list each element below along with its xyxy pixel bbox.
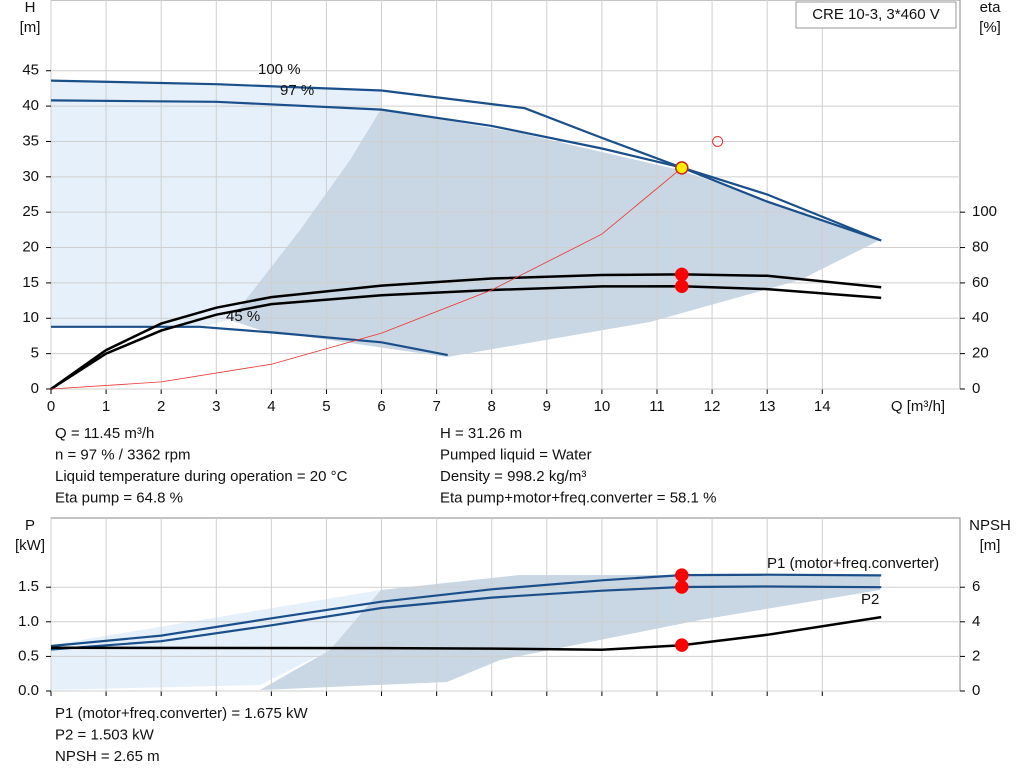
- info-text: Eta pump = 64.8 %: [55, 489, 183, 506]
- operating-point: [675, 279, 689, 294]
- curve-label: 100 %: [258, 61, 301, 78]
- x-tick-label: 9: [543, 398, 551, 415]
- x-tick-label: 7: [432, 398, 440, 415]
- curve-label: P1 (motor+freq.converter): [767, 555, 939, 572]
- curve-label: P2: [861, 591, 879, 608]
- curve: [51, 325, 448, 357]
- title: CRE 10-3, 3*460 V: [812, 6, 940, 23]
- curve-label: 97 %: [280, 82, 314, 99]
- y-tick-label: 1.5: [18, 578, 39, 595]
- y2-tick-label: 60: [972, 274, 989, 291]
- x-tick-label: 3: [212, 398, 220, 415]
- x-tick-label: 2: [157, 398, 165, 415]
- x-tick-label: 11: [649, 398, 665, 415]
- y-tick-label: 20: [22, 239, 39, 256]
- operating-point: [712, 135, 724, 147]
- y-tick-label: 45: [22, 62, 39, 79]
- operating-point: [675, 580, 689, 594]
- curve: [50, 99, 882, 242]
- info-text: Pumped liquid = Water: [440, 446, 592, 463]
- curve: [50, 615, 882, 652]
- curve: [50, 573, 882, 648]
- y-axis-label: [kW]: [15, 537, 45, 554]
- info-text: Liquid temperature during operation = 20…: [55, 468, 348, 485]
- curve: [50, 167, 683, 390]
- info-text: P2 = 1.503 kW: [55, 726, 155, 743]
- title-box: [795, 1, 957, 29]
- x-tick-label: 0: [47, 398, 55, 415]
- info-text: Density = 998.2 kg/m³: [440, 468, 586, 485]
- operating-point: [675, 161, 689, 175]
- y-tick-label: 10: [22, 309, 39, 326]
- x-tick-label: 12: [704, 398, 721, 415]
- y-tick-label: 30: [22, 168, 39, 185]
- curve: [50, 585, 882, 651]
- curve: [50, 79, 882, 242]
- info-text: Eta pump+motor+freq.converter = 58.1 %: [440, 489, 716, 506]
- info-text: H = 31.26 m: [440, 425, 522, 442]
- y2-tick-label: 40: [972, 309, 989, 326]
- y2-tick-label: 6: [972, 578, 980, 595]
- y2-tick-label: 20: [972, 345, 989, 362]
- info-text: n = 97 % / 3362 rpm: [55, 446, 191, 463]
- x-tick-label: 4: [267, 398, 275, 415]
- y-tick-label: 5: [31, 345, 39, 362]
- y-tick-label: 35: [22, 132, 39, 149]
- x-tick-label: 1: [102, 398, 110, 415]
- y2-axis-label: [m]: [980, 537, 1001, 554]
- curve: [50, 285, 882, 391]
- info-text: NPSH = 2.65 m: [55, 748, 160, 765]
- x-tick-label: 13: [759, 398, 776, 415]
- y-tick-label: 25: [22, 203, 39, 220]
- y2-tick-label: 4: [972, 613, 980, 630]
- y2-axis-label: [%]: [979, 19, 1001, 36]
- operating-point: [675, 638, 689, 652]
- y2-tick-label: 80: [972, 239, 989, 256]
- operating-point: [675, 267, 689, 282]
- operating-point: [675, 568, 689, 582]
- y2-tick-label: 0: [972, 682, 980, 699]
- y-tick-label: 40: [22, 97, 39, 114]
- y2-axis-label: NPSH: [969, 517, 1011, 534]
- x-axis-label: Q [m³/h]: [891, 398, 945, 415]
- y-tick-label: 1.0: [18, 613, 39, 630]
- info-text: Q = 11.45 m³/h: [55, 425, 154, 442]
- x-tick-label: 6: [377, 398, 385, 415]
- y-axis-label: P: [25, 517, 35, 534]
- y-tick-label: 15: [22, 274, 39, 291]
- y-tick-label: 0.5: [18, 647, 39, 664]
- y2-axis-label: eta: [980, 0, 1002, 16]
- y-tick-label: 0: [31, 380, 39, 397]
- x-tick-label: 10: [594, 398, 611, 415]
- x-tick-label: 14: [814, 398, 831, 415]
- x-tick-label: 8: [488, 398, 496, 415]
- y-axis-label: [m]: [20, 19, 41, 36]
- y2-tick-label: 100: [972, 203, 997, 220]
- y-tick-label: 0.0: [18, 682, 39, 699]
- info-text: P1 (motor+freq.converter) = 1.675 kW: [55, 705, 308, 722]
- y-axis-label: H: [25, 0, 36, 16]
- y2-tick-label: 2: [972, 647, 980, 664]
- y2-tick-label: 0: [972, 380, 980, 397]
- x-tick-label: 5: [322, 398, 330, 415]
- chart-layer: 0 1 2 3 4 5 6 7 8 9 10 11 12 13 1405101520253035404502…: [15, 0, 1011, 765]
- curve: [50, 273, 882, 391]
